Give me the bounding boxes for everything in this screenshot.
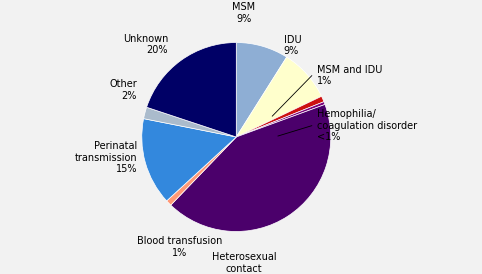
Wedge shape: [147, 42, 236, 137]
Wedge shape: [171, 104, 331, 232]
Text: MSM and IDU
1%: MSM and IDU 1%: [317, 65, 382, 86]
Text: Heterosexual
contact
43%: Heterosexual contact 43%: [212, 252, 276, 274]
Wedge shape: [236, 96, 324, 137]
Text: Blood transfusion
1%: Blood transfusion 1%: [137, 236, 222, 258]
Wedge shape: [142, 119, 236, 201]
Wedge shape: [236, 42, 287, 137]
Wedge shape: [236, 57, 321, 137]
Text: Unknown
20%: Unknown 20%: [123, 34, 168, 55]
Text: Perinatal
transmission
15%: Perinatal transmission 15%: [74, 141, 137, 174]
Wedge shape: [236, 102, 325, 137]
Wedge shape: [167, 137, 236, 205]
Text: MSM
9%: MSM 9%: [232, 2, 255, 24]
Text: Other
2%: Other 2%: [109, 79, 137, 101]
Text: IDU
9%: IDU 9%: [283, 35, 301, 56]
Text: Hemophilia/
coagulation disorder
<1%: Hemophilia/ coagulation disorder <1%: [317, 109, 417, 142]
Wedge shape: [144, 107, 236, 137]
